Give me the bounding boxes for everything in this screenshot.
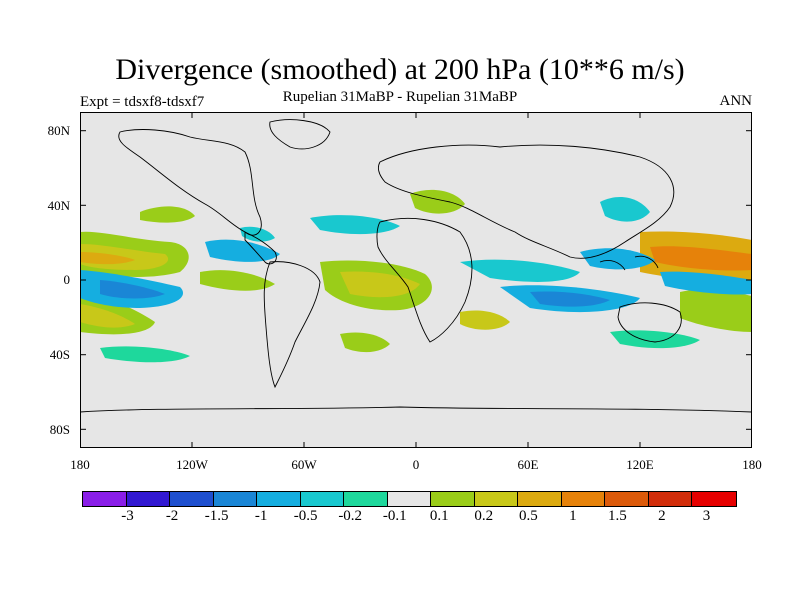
coast-africa xyxy=(376,217,473,343)
field-neg-indian-north xyxy=(460,259,580,282)
colorbar-swatch-1 xyxy=(126,492,170,506)
colorbar-swatch-0 xyxy=(83,492,127,506)
colorbar-label-4: -0.5 xyxy=(293,508,318,524)
field-pos-west-pacific-peak xyxy=(650,246,752,271)
coast-north-america xyxy=(118,129,262,236)
coast-australia xyxy=(617,302,682,343)
colorbar-swatch-11 xyxy=(561,492,605,506)
colorbar xyxy=(82,491,737,507)
coast-south-america xyxy=(263,261,321,389)
colorbar-swatch-9 xyxy=(474,492,518,506)
field-pos-east-pacific-peak xyxy=(80,252,135,265)
coast-greenland xyxy=(269,119,331,150)
positive-divergence-fields xyxy=(80,189,752,353)
colorbar-swatch-6 xyxy=(344,492,388,506)
colorbar-label-9: 0.5 xyxy=(518,508,538,524)
plot-title: Divergence (smoothed) at 200 hPa (10**6 … xyxy=(115,53,685,86)
colorbar-swatch-8 xyxy=(431,492,475,506)
colorbar-label-6: -0.1 xyxy=(382,508,407,524)
colorbar-swatch-5 xyxy=(300,492,344,506)
colorbar-swatch-13 xyxy=(648,492,692,506)
field-pos-central-pacific xyxy=(200,270,275,291)
field-neg-caribbean xyxy=(205,239,280,262)
coast-indonesia xyxy=(599,255,659,271)
lat-label-80s: 80S xyxy=(49,422,70,437)
colorbar-label-1: -2 xyxy=(165,508,179,524)
lat-label-40s: 40S xyxy=(49,347,70,362)
coast-eurasia xyxy=(377,144,675,259)
field-neg-south-pacific xyxy=(100,346,190,363)
map-svg xyxy=(80,112,752,448)
lat-label-80n: 80N xyxy=(47,123,70,138)
lon-label-0: 0 xyxy=(412,457,420,472)
colorbar-swatch-10 xyxy=(518,492,562,506)
field-neg-east-asia xyxy=(600,197,650,222)
colorbar-swatch-7 xyxy=(387,492,431,506)
field-pos-south-atlantic xyxy=(340,332,390,353)
field-pos-atlantic-core xyxy=(340,271,420,298)
field-neg-north-pacific-core xyxy=(100,280,165,299)
colorbar-label-13: 3 xyxy=(702,508,711,524)
colorbar-label-0: -3 xyxy=(121,508,134,524)
colorbar-swatch-12 xyxy=(605,492,649,506)
experiment-label: Expt = tdsxf8-tdsxf7 xyxy=(80,94,205,110)
lon-label-60e: 60E xyxy=(517,457,539,472)
field-pos-north-pacific xyxy=(140,206,195,223)
lat-label-0: 0 xyxy=(63,272,71,287)
lon-label-120e: 120E xyxy=(626,457,654,472)
map-frame xyxy=(80,112,752,448)
colorbar-label-3: -1 xyxy=(254,508,268,524)
colorbar-swatch-14 xyxy=(692,492,736,506)
colorbar-swatch-3 xyxy=(213,492,257,506)
lon-label-120w: 120W xyxy=(176,457,208,472)
colorbar-label-2: -1.5 xyxy=(204,508,229,524)
field-pos-south-pacific-core xyxy=(80,304,135,328)
coast-antarctica xyxy=(80,406,752,413)
colorbar-label-10: 1 xyxy=(569,508,577,524)
colorbar-swatch-2 xyxy=(170,492,214,506)
coast-central-america xyxy=(244,231,277,265)
season-label: ANN xyxy=(719,93,753,109)
map-ticks xyxy=(80,112,752,448)
lat-label-40n: 40N xyxy=(47,198,70,213)
colorbar-label-12: 2 xyxy=(658,508,666,524)
lon-label-180e: 180 xyxy=(742,457,762,472)
lon-label-180w: 180 xyxy=(70,457,90,472)
field-pos-indian xyxy=(460,310,510,330)
field-pos-south-west-pacific xyxy=(680,289,752,332)
colorbar-swatch-4 xyxy=(257,492,301,506)
colorbar-label-5: -0.2 xyxy=(338,508,363,524)
lon-label-60w: 60W xyxy=(291,457,317,472)
coastlines xyxy=(80,119,752,413)
field-pos-europe xyxy=(410,189,465,214)
field-neg-indian-core xyxy=(530,291,610,307)
colorbar-label-7: 0.1 xyxy=(429,508,449,524)
colorbar-label-11: 1.5 xyxy=(608,508,627,524)
field-neg-maritime xyxy=(580,248,655,270)
colorbar-label-8: 0.2 xyxy=(474,508,494,524)
plot-subtitle: Rupelian 31MaBP - Rupelian 31MaBP xyxy=(282,89,518,105)
field-neg-west-pacific xyxy=(660,271,752,295)
